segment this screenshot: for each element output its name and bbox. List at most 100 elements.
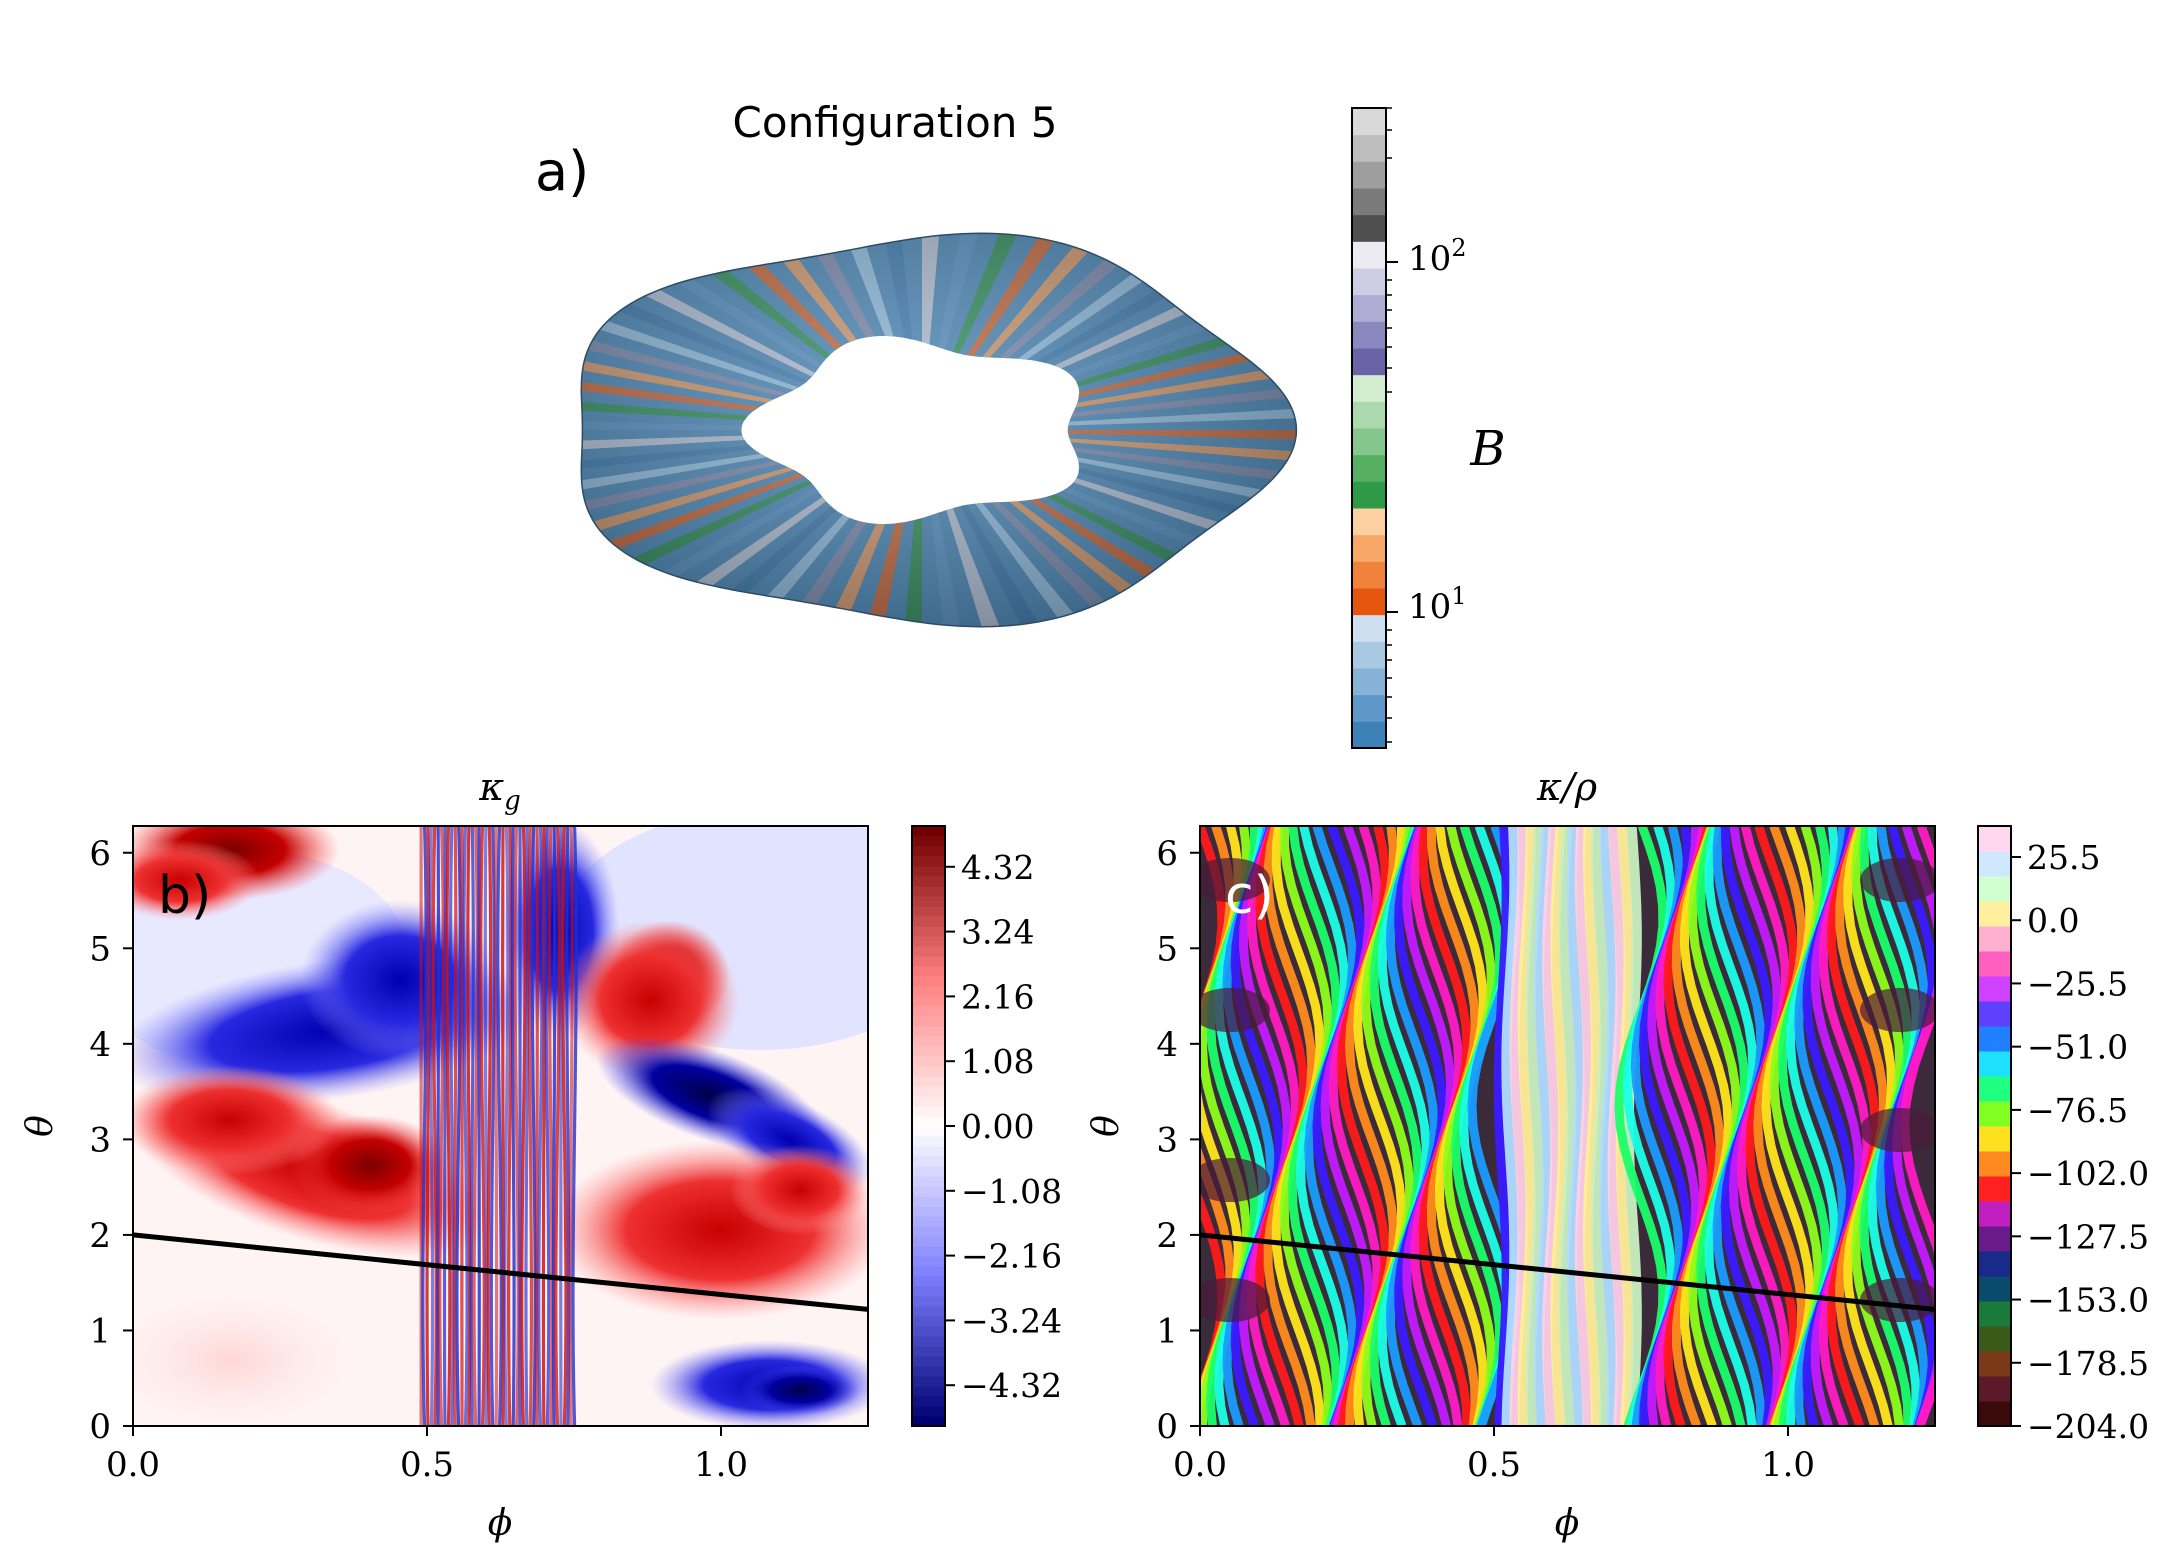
kappa-rho-patch xyxy=(1200,1158,1270,1202)
colorbar-b-segment xyxy=(1352,508,1386,536)
colorbar-kappa-rho-segment xyxy=(1978,1176,2011,1202)
colorbar-kappa-rho-segment xyxy=(1978,1351,2011,1377)
colorbar-kappa-g-segment xyxy=(912,1336,945,1347)
colorbar-kappa-g-segment xyxy=(912,1306,945,1317)
colorbar-kappa-rho-segment xyxy=(1978,1376,2011,1402)
colorbar-kappa-g-segment xyxy=(912,1096,945,1107)
colorbar-kappa-g-segment xyxy=(912,936,945,947)
colorbar-b-segment xyxy=(1352,401,1386,429)
x-tick-label: 0.5 xyxy=(400,1445,454,1485)
kappa-g-striation xyxy=(483,826,489,1426)
colorbar-kappa-rho-segment xyxy=(1978,1076,2011,1102)
colorbar-b-segment xyxy=(1352,268,1386,296)
kappa-rho-band xyxy=(1550,826,1569,1426)
colorbar-b-segment xyxy=(1352,348,1386,376)
kappa-g-striation xyxy=(455,826,462,1426)
kappa-rho-band xyxy=(1501,826,1520,1426)
kappa-rho-band xyxy=(1377,826,1431,1426)
colorbar-b-tick-100: 102 xyxy=(1408,234,1467,279)
colorbar-kappa-g-segment xyxy=(912,1076,945,1087)
kappa-g-striation xyxy=(520,826,527,1426)
colorbar-b-segment xyxy=(1352,694,1386,722)
panel-a-label: a) xyxy=(535,140,589,203)
kappa-g-striation xyxy=(438,826,445,1426)
colorbar-kappa-g-segment xyxy=(912,986,945,997)
y-tick-label: 5 xyxy=(89,929,111,969)
x-tick-label: 0.0 xyxy=(106,1445,160,1485)
colorbar-kappa-g-segment xyxy=(912,1406,945,1417)
kappa-g-striation xyxy=(431,826,438,1426)
colorbar-kappa-g-segment xyxy=(912,1086,945,1097)
kappa-rho-band xyxy=(1599,826,1618,1426)
colorbar-kappa-g-segment xyxy=(912,836,945,847)
colorbar-kappa-g-segment xyxy=(912,1286,945,1297)
colorbar-b-tick-10: 101 xyxy=(1408,582,1467,627)
panel-c-title: κ/ρ xyxy=(1536,765,1598,809)
colorbar-kappa-g-segment xyxy=(912,1206,945,1217)
colorbar-kappa-g-tick: 2.16 xyxy=(961,977,1034,1016)
colorbar-b-segment xyxy=(1352,108,1386,136)
kappa-g-striation xyxy=(489,826,496,1426)
colorbar-kappa-g-segment xyxy=(912,1276,945,1287)
colorbar-kappa-rho-tick: −127.5 xyxy=(2027,1217,2149,1256)
colorbar-kappa-g-segment xyxy=(912,1236,945,1247)
colorbar-kappa-g-segment xyxy=(912,1326,945,1337)
colorbar-b-segment xyxy=(1352,721,1386,749)
colorbar-kappa-g-tick: −2.16 xyxy=(961,1237,1062,1276)
kappa-g-striation xyxy=(466,826,472,1426)
kappa-rho-band xyxy=(1238,826,1292,1426)
colorbar-kappa-rho-segment xyxy=(1978,1226,2011,1252)
kappa-g-striation xyxy=(565,826,571,1426)
kappa-g-striation xyxy=(503,826,510,1426)
colorbar-kappa-g-segment xyxy=(912,1176,945,1187)
colorbar-kappa-g-segment xyxy=(912,946,945,957)
colorbar-kappa-g-segment xyxy=(912,956,945,967)
kappa-g-striation xyxy=(524,826,530,1426)
kappa-g-striation xyxy=(421,826,428,1426)
colorbar-b-segment xyxy=(1352,321,1386,349)
colorbar-kappa-rho-segment xyxy=(1978,976,2011,1002)
panel-b-overlay-line xyxy=(133,1232,868,1312)
colorbar-kappa-rho: 25.5 0.0 −25.5 −51.0 −76.5 −102.0 −127.5 −153.0… xyxy=(1977,825,2149,1446)
colorbar-kappa-g-segment xyxy=(912,1166,945,1177)
colorbar-kappa-rho-segment xyxy=(1978,1151,2011,1177)
colorbar-kappa-rho-segment xyxy=(1978,1401,2011,1427)
colorbar-kappa-rho-tick: −102.0 xyxy=(2027,1154,2149,1193)
panel-c-ylabel: θ xyxy=(1086,1115,1127,1137)
colorbar-kappa-g-segment xyxy=(912,1006,945,1017)
panel-c-label: c) xyxy=(1225,866,1274,926)
kappa-g-striation xyxy=(571,826,578,1426)
colorbar-kappa-g-segment xyxy=(912,1246,945,1257)
kappa-g-striation xyxy=(568,826,574,1426)
kappa-g-striation xyxy=(554,826,561,1426)
colorbar-kappa-rho-segment xyxy=(1978,1126,2011,1152)
y-tick-label: 4 xyxy=(89,1025,111,1065)
kappa-rho-patch xyxy=(1860,988,1935,1032)
y-tick-label: 5 xyxy=(1156,929,1178,969)
panel-b-label: b) xyxy=(158,866,211,926)
colorbar-kappa-g-tick: −3.24 xyxy=(961,1301,1062,1340)
torus-shading xyxy=(581,233,1297,627)
y-tick-label: 0 xyxy=(1156,1407,1178,1447)
colorbar-kappa-g: 4.32 3.24 2.16 1.08 0.00 −1.08 −2.16 −3.24 −4.32 xyxy=(911,825,1062,1427)
kappa-g-striation xyxy=(479,826,486,1426)
panel-b-title: κg xyxy=(478,765,521,816)
colorbar-kappa-g-tick: 1.08 xyxy=(961,1042,1034,1081)
kappa-rho-band xyxy=(1607,826,1626,1426)
colorbar-kappa-g-segment xyxy=(912,1296,945,1307)
kappa-g-striation xyxy=(486,826,493,1426)
colorbar-kappa-g-segment xyxy=(912,886,945,897)
colorbar-kappa-rho-segment xyxy=(1978,826,2011,852)
y-tick-label: 3 xyxy=(89,1120,111,1160)
colorbar-kappa-g-segment xyxy=(912,1376,945,1387)
colorbar-b-segment xyxy=(1352,374,1386,402)
colorbar-kappa-rho-tick: 0.0 xyxy=(2027,901,2079,940)
x-tick-label: 1.0 xyxy=(1761,1445,1815,1485)
kappa-g-striation xyxy=(469,826,475,1426)
y-tick-label: 2 xyxy=(89,1216,111,1256)
kappa-rho-band xyxy=(1582,826,1602,1426)
kappa-g-striation xyxy=(547,826,554,1426)
kappa-g-striation xyxy=(541,826,547,1426)
kappa-g-heatmap xyxy=(133,826,868,1426)
colorbar-kappa-g-tick: 0.00 xyxy=(961,1107,1034,1146)
